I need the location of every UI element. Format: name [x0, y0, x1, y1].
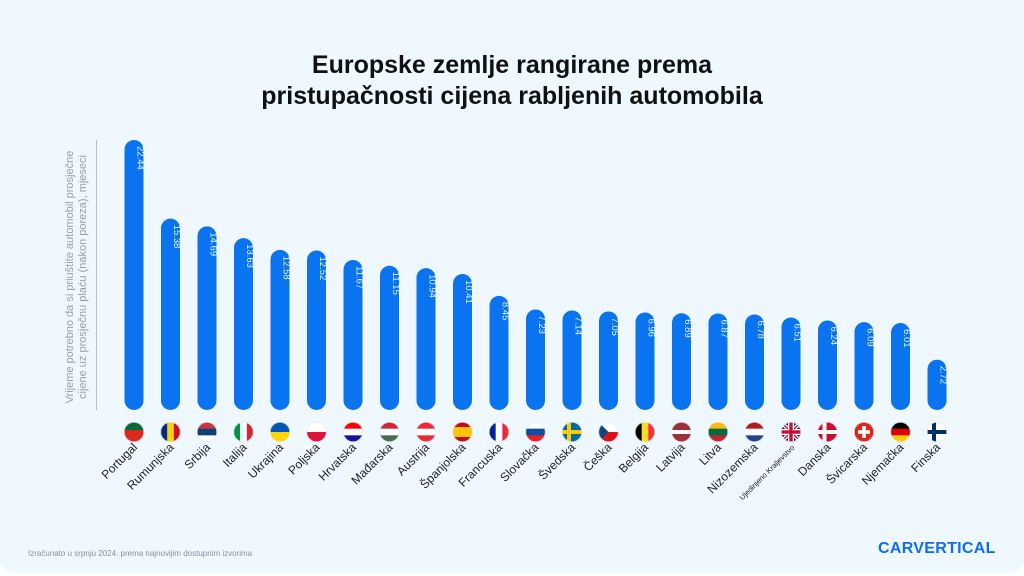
category-label: Litva [696, 440, 724, 468]
flag-icon-pl [306, 422, 327, 442]
bar-Švedska [562, 310, 582, 410]
bar-Ukrajina [270, 249, 290, 410]
category-label: Srbija [182, 440, 214, 472]
bar-Belgija [635, 312, 655, 410]
value-label: 12.52 [317, 257, 328, 281]
flag-icon-lv [671, 422, 692, 442]
footer-note: Izračunato u srpnju 2024. prema najnovij… [28, 549, 253, 558]
value-label: 12.58 [281, 256, 292, 280]
category-label: Ukrajina [245, 440, 286, 481]
flag-icon-es [452, 422, 473, 442]
bar-Latvija [672, 313, 691, 410]
value-label: 11.67 [354, 266, 365, 289]
bar-Italija [234, 238, 253, 410]
title-line-2: pristupačnosti cijena rabljenih automobi… [261, 82, 763, 110]
flag-icon-ro [160, 422, 181, 442]
bar-Finska [927, 359, 947, 410]
category-label: Italija [220, 440, 250, 470]
value-label: 6.24 [828, 326, 839, 345]
flag-icon-ch [854, 422, 874, 442]
value-label: 7.23 [536, 315, 547, 334]
value-label: 7.14 [573, 316, 584, 335]
value-label: 10.41 [463, 280, 474, 304]
bar-Rumunjska [161, 218, 180, 410]
flag-icon-ua [270, 422, 290, 442]
bar-Austrija [416, 268, 436, 410]
flag-icon-sk [525, 422, 546, 442]
bar-Litva [708, 313, 728, 410]
flag-icon-lt [708, 422, 728, 442]
value-label: 22.44 [135, 146, 146, 170]
flag-icon-fi [927, 422, 947, 442]
bar-Švicarska [854, 322, 874, 410]
value-label: 7.05 [609, 317, 620, 336]
category-label: Slovačka [497, 440, 542, 485]
value-label: 6.96 [646, 318, 657, 337]
bar-Hrvatska [343, 259, 363, 410]
bar-Srbija [197, 226, 217, 410]
y-axis-line [96, 140, 97, 410]
flag-icon-dk [817, 422, 838, 442]
flag-icon-hr [343, 422, 363, 442]
flag-icon-hu [379, 422, 400, 442]
bar-Danska [818, 320, 837, 410]
category-label: Latvija [653, 440, 688, 475]
bar-Ujedinjeno Kraljevstvo [781, 317, 801, 410]
value-label: 15.38 [171, 225, 182, 249]
flag-icon-it [233, 422, 254, 442]
flag-icon-nl [744, 422, 765, 442]
bar-Poljska [307, 250, 326, 410]
category-label: Finska [908, 440, 943, 475]
bar-Nizozemska [745, 314, 764, 410]
value-label: 11.15 [390, 272, 401, 295]
title-line-1: Europske zemlje rangirane prema [311, 51, 713, 79]
bar-Španjolska [453, 274, 472, 410]
flag-icon-at [416, 422, 436, 442]
flag-icon-se [562, 422, 582, 442]
bar-Mađarska [380, 265, 399, 410]
category-label: Belgija [616, 440, 652, 476]
carvertical-logo: CARVERTICAL [878, 540, 996, 557]
flag-icon-fr [489, 422, 509, 442]
flag-icon-pt [124, 422, 144, 442]
category-label: Češka [580, 439, 615, 474]
value-label: 13.63 [244, 244, 255, 268]
value-label: 6.87 [719, 319, 730, 338]
value-label: 14.69 [208, 232, 219, 256]
value-label: 6.89 [682, 319, 693, 338]
flag-icon-cz [598, 422, 619, 442]
bar-Francuska [489, 295, 509, 410]
flag-icon-de [890, 422, 911, 442]
bar-Češka [599, 311, 618, 410]
flag-icon-be [635, 422, 655, 442]
value-label: 6.78 [755, 320, 766, 339]
value-label: 10.94 [427, 274, 438, 298]
chart-title: Europske zemlje rangirane prema pristupa… [0, 50, 1024, 112]
bar-Njemačka [891, 323, 910, 410]
value-label: 6.51 [792, 323, 803, 342]
value-label: 6.01 [901, 329, 912, 348]
flag-icon-rs [197, 422, 217, 442]
bar-Portugal [124, 140, 144, 410]
bar-Slovačka [526, 309, 545, 410]
value-label: 6.09 [865, 328, 876, 347]
category-label: Švedska [535, 439, 578, 482]
value-label: 2.72 [938, 366, 949, 385]
value-label: 8.45 [500, 302, 511, 321]
